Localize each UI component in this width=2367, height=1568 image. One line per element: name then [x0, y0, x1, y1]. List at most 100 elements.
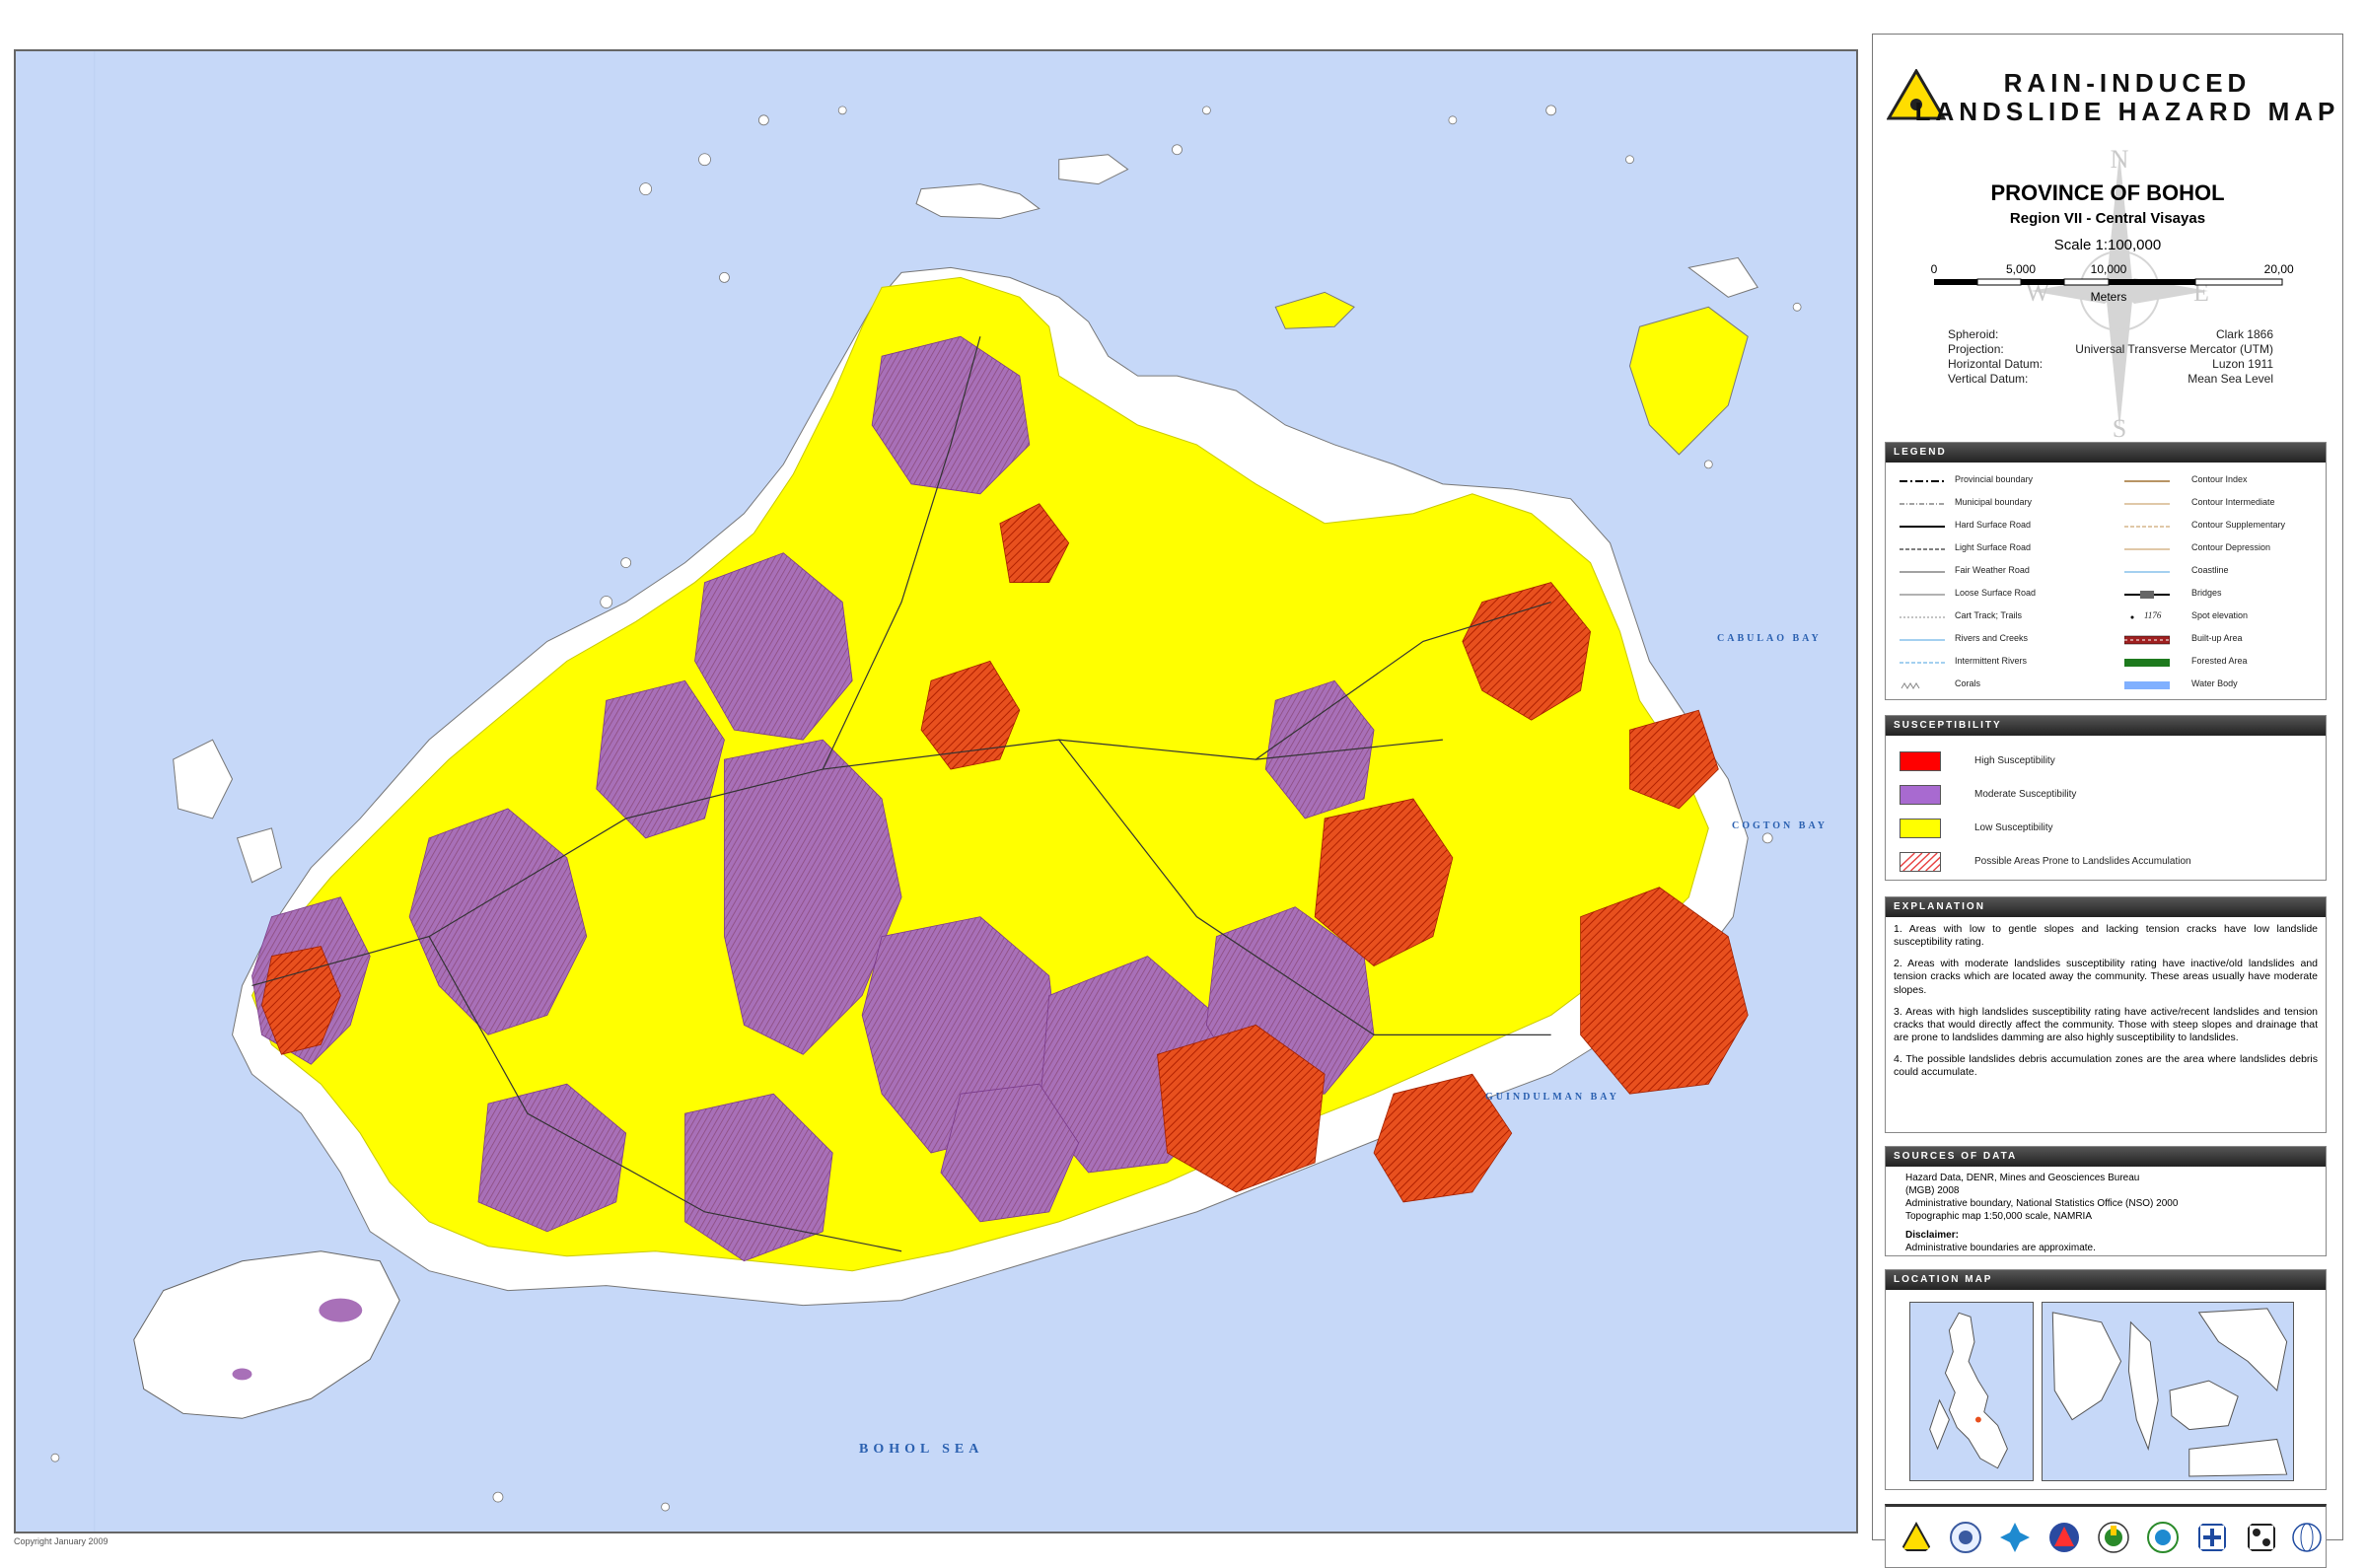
location-map-heading: LOCATION MAP: [1886, 1270, 2326, 1290]
svg-text:5,000: 5,000: [2006, 262, 2036, 276]
datum-row: Projection: Universal Transverse Mercator…: [1948, 342, 2273, 356]
high-susceptibility-zones: [261, 503, 1749, 1203]
hard-surface-road-symbol: [1900, 526, 1945, 528]
agency-seal-icon: [2198, 1524, 2226, 1551]
svg-text:Meters: Meters: [2091, 290, 2127, 304]
legend-label: Water Body: [2191, 678, 2238, 688]
legend-label: Municipal boundary: [1955, 497, 2033, 507]
legend-label: Rivers and Creeks: [1955, 633, 2029, 643]
legend-label: Coastline: [2191, 565, 2229, 575]
source-line: Administrative boundary, National Statis…: [1905, 1198, 2179, 1209]
explanation-paragraph: 2. Areas with moderate landslides suscep…: [1894, 958, 2318, 996]
cabulao-bay-label: CABULAO BAY: [1717, 633, 1822, 644]
svg-text:0: 0: [1931, 262, 1938, 276]
susceptibility-heading: SUSCEPTIBILITY: [1886, 716, 2326, 736]
central-visayas-inset-map[interactable]: [2042, 1302, 2294, 1481]
legend-label: Contour Intermediate: [2191, 497, 2275, 507]
susceptibility-label: Possible Areas Prone to Landslides Accum…: [1974, 856, 2191, 867]
panglao-moderate-zone-2: [232, 1368, 252, 1381]
spot-elevation-symbol: [2130, 615, 2134, 619]
disclaimer-text: Administrative boundaries are approximat…: [1905, 1243, 2096, 1253]
sources-heading: SOURCES OF DATA: [1886, 1147, 2326, 1167]
agency-seal-icon: [2000, 1523, 2030, 1552]
agency-seal-icon: [2049, 1523, 2079, 1552]
svg-text:N: N: [2111, 145, 2129, 174]
cogton-bay-label: COGTON BAY: [1732, 820, 1828, 831]
fair-weather-road-symbol: [1900, 571, 1945, 573]
explanation-body: 1. Areas with low to gentle slopes and l…: [1886, 917, 2326, 1094]
water-body-symbol: [2124, 681, 2170, 689]
datum-row: Vertical Datum: Mean Sea Level: [1948, 372, 2273, 386]
explanation-paragraph: 3. Areas with high landslides susceptibi…: [1894, 1005, 2318, 1043]
corals-symbol: [1901, 682, 1920, 689]
built-up-area-symbol: [2124, 635, 2170, 645]
legend-label: Hard Surface Road: [1955, 520, 2032, 530]
disclaimer-label: Disclaimer:: [1905, 1230, 1959, 1241]
roads: [251, 336, 1551, 1252]
map-canvas: [50, 51, 1802, 1532]
moderate-susceptibility-swatch: [1900, 785, 1941, 805]
map-title-line2: LANDSLIDE HAZARD MAP: [1914, 97, 2340, 126]
panglao-island: [133, 1250, 400, 1419]
scale-bar: 0 5,000 10,000 20,000 Meters: [1931, 262, 2294, 304]
explanation-heading: EXPLANATION: [1886, 897, 2326, 917]
spot-elevation-value: 1176: [2144, 610, 2162, 620]
high-susceptibility-swatch: [1900, 751, 1941, 771]
source-line: (MGB) 2008: [1905, 1185, 1960, 1196]
legend-label: Corals: [1955, 678, 1981, 688]
low-susceptibility-swatch: [1900, 819, 1941, 838]
legend-label: Bridges: [2191, 588, 2222, 598]
agency-logos-section: [1885, 1504, 2327, 1568]
scale-ratio: Scale 1:100,000: [2053, 237, 2162, 253]
legend-label: Contour Depression: [2191, 542, 2271, 552]
cart-track-symbol: [1900, 616, 1945, 618]
philippines-inset-map[interactable]: [1909, 1302, 2034, 1481]
title-block: RAIN-INDUCED LANDSLIDE HAZARD MAP N E S …: [1873, 35, 2342, 439]
contour-supplementary-symbol: [2124, 526, 2170, 528]
datum-row: Spheroid: Clark 1866: [1948, 327, 2273, 341]
svg-text:10,000: 10,000: [2091, 262, 2127, 276]
explanation-paragraph: 4. The possible landslides debris accumu…: [1894, 1053, 2318, 1079]
agency-seal-icon: [2248, 1524, 2275, 1551]
legend-label: Fair Weather Road: [1955, 565, 2030, 575]
moderate-susceptibility-zones: [251, 335, 1375, 1262]
forested-area-symbol: [2124, 659, 2170, 667]
legend-label: Built-up Area: [2191, 633, 2243, 643]
legend-label: Light Surface Road: [1955, 542, 2032, 552]
explanation-section: EXPLANATION 1. Areas with low to gentle …: [1885, 896, 2327, 1133]
location-map-body: [1886, 1290, 2326, 1489]
agency-seal-icon: [2098, 1522, 2129, 1553]
bridge-icon: [2124, 591, 2170, 599]
legend-label: Intermittent Rivers: [1955, 656, 2028, 666]
panglao-moderate-zone: [319, 1298, 363, 1322]
hazard-warning-icon: [1887, 69, 1946, 120]
svg-text:S: S: [2113, 414, 2126, 439]
province-name: PROVINCE OF BOHOL: [1990, 180, 2225, 205]
explanation-paragraph: 1. Areas with low to gentle slopes and l…: [1894, 923, 2318, 949]
guindulman-bay-label: GUINDULMAN BAY: [1485, 1092, 1619, 1103]
contour-depression-symbol: [2124, 548, 2170, 550]
rivers-symbol: [1900, 639, 1945, 641]
source-line: Hazard Data, DENR, Mines and Geosciences…: [1905, 1173, 2140, 1183]
hazard-map[interactable]: BOHOL SEA CABULAO BAY COGTON BAY GUINDUL…: [14, 49, 1858, 1533]
municipal-boundary-symbol: [1900, 503, 1945, 505]
legend-body: Provincial boundary Municipal boundary H…: [1886, 463, 2326, 699]
source-line: Topographic map 1:50,000 scale, NAMRIA: [1905, 1211, 2092, 1222]
legend-label: Forested Area: [2191, 656, 2248, 666]
susceptibility-section: SUSCEPTIBILITY High Susceptibility Moder…: [1885, 715, 2327, 881]
legend-label: Contour Supplementary: [2191, 520, 2286, 530]
map-info-panel: RAIN-INDUCED LANDSLIDE HAZARD MAP N E S …: [1872, 34, 2343, 1568]
location-map-section: LOCATION MAP: [1885, 1269, 2327, 1490]
susceptibility-label: High Susceptibility: [1974, 755, 2055, 766]
datum-row: Horizontal Datum: Luzon 1911: [1948, 357, 2273, 371]
legend-label: Provincial boundary: [1955, 474, 2034, 484]
legend-label: Loose Surface Road: [1955, 588, 2037, 598]
legend-heading: LEGEND: [1886, 443, 2326, 463]
debris-accumulation-swatch: [1900, 852, 1941, 872]
light-surface-road-symbol: [1900, 548, 1945, 550]
sources-body: Hazard Data, DENR, Mines and Geosciences…: [1886, 1167, 2326, 1254]
svg-text:20,000: 20,000: [2264, 262, 2294, 276]
susceptibility-body: High Susceptibility Moderate Susceptibil…: [1886, 736, 2326, 880]
legend-section: LEGEND Provincial boundary Municipal bou…: [1885, 442, 2327, 700]
contour-intermediate-symbol: [2124, 503, 2170, 505]
